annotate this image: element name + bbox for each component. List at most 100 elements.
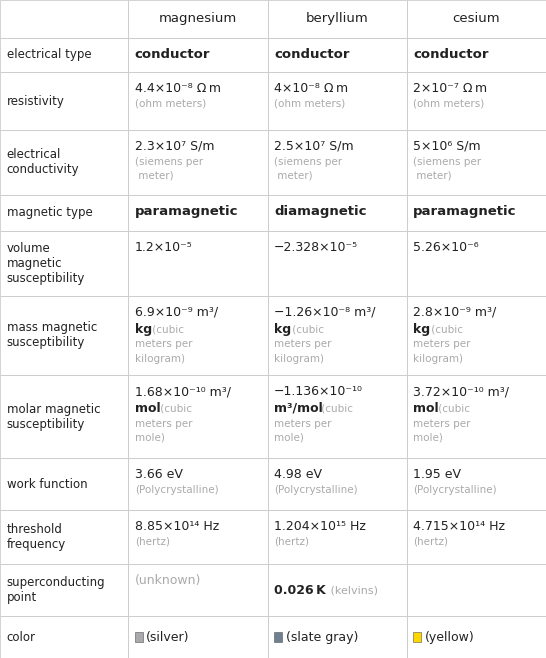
Bar <box>413 632 421 642</box>
Text: kg: kg <box>413 322 430 336</box>
Text: (hertz): (hertz) <box>135 537 170 547</box>
Text: (hertz): (hertz) <box>413 537 448 547</box>
Text: mole): mole) <box>135 433 165 443</box>
Text: 3.72×10⁻¹⁰ m³/: 3.72×10⁻¹⁰ m³/ <box>413 385 509 398</box>
Text: meter): meter) <box>274 170 313 181</box>
Text: 8.85×10¹⁴ Hz: 8.85×10¹⁴ Hz <box>135 520 219 533</box>
Bar <box>268 564 407 616</box>
Text: mole): mole) <box>274 433 304 443</box>
Bar <box>268 458 407 510</box>
Text: (yellow): (yellow) <box>425 630 474 644</box>
Text: magnesium: magnesium <box>159 13 237 25</box>
Bar <box>0 510 128 564</box>
Bar <box>268 231 407 296</box>
Text: kg: kg <box>274 322 291 336</box>
Text: kg: kg <box>135 322 152 336</box>
Text: 4.715×10¹⁴ Hz: 4.715×10¹⁴ Hz <box>413 520 505 533</box>
Text: meters per: meters per <box>274 419 331 429</box>
Bar <box>0 72 128 130</box>
Text: meter): meter) <box>135 170 174 181</box>
Text: 1.204×10¹⁵ Hz: 1.204×10¹⁵ Hz <box>274 520 366 533</box>
Text: 2×10⁻⁷ Ω m: 2×10⁻⁷ Ω m <box>413 82 488 95</box>
Text: conductor: conductor <box>135 48 210 61</box>
Text: 3.66 eV: 3.66 eV <box>135 468 183 481</box>
Bar <box>128 510 268 564</box>
Text: kilogram): kilogram) <box>274 353 324 364</box>
Bar <box>268 296 407 375</box>
Text: (cubic: (cubic <box>318 403 353 413</box>
Bar <box>407 72 546 130</box>
Text: meters per: meters per <box>413 340 471 349</box>
Bar <box>0 296 128 375</box>
Bar <box>0 616 128 658</box>
Bar <box>268 0 407 38</box>
Bar <box>0 564 128 616</box>
Bar <box>407 616 546 658</box>
Bar <box>268 72 407 130</box>
Text: 4.98 eV: 4.98 eV <box>274 468 322 481</box>
Bar <box>407 38 546 72</box>
Text: (cubic: (cubic <box>428 324 463 334</box>
Text: electrical
conductivity: electrical conductivity <box>7 148 79 176</box>
Text: 2.8×10⁻⁹ m³/: 2.8×10⁻⁹ m³/ <box>413 306 496 318</box>
Bar <box>407 564 546 616</box>
Bar <box>128 616 268 658</box>
Text: 2.3×10⁷ S/m: 2.3×10⁷ S/m <box>135 139 215 153</box>
Bar <box>0 458 128 510</box>
Bar <box>135 632 143 642</box>
Bar <box>128 72 268 130</box>
Text: (ohm meters): (ohm meters) <box>274 99 345 109</box>
Text: −1.26×10⁻⁸ m³/: −1.26×10⁻⁸ m³/ <box>274 306 376 318</box>
Text: color: color <box>7 630 35 644</box>
Text: paramagnetic: paramagnetic <box>413 205 517 218</box>
Text: 2.5×10⁷ S/m: 2.5×10⁷ S/m <box>274 139 354 153</box>
Text: 1.2×10⁻⁵: 1.2×10⁻⁵ <box>135 241 193 254</box>
Text: meter): meter) <box>413 170 452 181</box>
Text: m³/mol: m³/mol <box>274 402 323 415</box>
Bar <box>128 231 268 296</box>
Text: (cubic: (cubic <box>289 324 324 334</box>
Text: (Polycrystalline): (Polycrystalline) <box>274 485 358 495</box>
Text: mol: mol <box>135 402 161 415</box>
Bar <box>268 510 407 564</box>
Text: meters per: meters per <box>135 419 192 429</box>
Text: (siemens per: (siemens per <box>135 157 203 166</box>
Bar <box>128 375 268 458</box>
Text: 6.9×10⁻⁹ m³/: 6.9×10⁻⁹ m³/ <box>135 306 218 318</box>
Bar <box>407 0 546 38</box>
Text: (hertz): (hertz) <box>274 537 309 547</box>
Bar <box>407 195 546 231</box>
Text: magnetic type: magnetic type <box>7 207 92 219</box>
Bar <box>128 564 268 616</box>
Bar <box>128 0 268 38</box>
Bar <box>128 38 268 72</box>
Text: meters per: meters per <box>135 340 192 349</box>
Text: kilogram): kilogram) <box>135 353 185 364</box>
Bar <box>268 130 407 195</box>
Text: meters per: meters per <box>413 419 471 429</box>
Bar <box>128 458 268 510</box>
Text: 1.68×10⁻¹⁰ m³/: 1.68×10⁻¹⁰ m³/ <box>135 385 231 398</box>
Text: (cubic: (cubic <box>157 403 192 413</box>
Text: (kelvins): (kelvins) <box>327 585 378 595</box>
Text: beryllium: beryllium <box>306 13 369 25</box>
Text: kilogram): kilogram) <box>413 353 464 364</box>
Text: (cubic: (cubic <box>435 403 470 413</box>
Bar <box>268 375 407 458</box>
Text: (unknown): (unknown) <box>135 574 201 587</box>
Bar <box>0 375 128 458</box>
Text: work function: work function <box>7 478 87 491</box>
Text: cesium: cesium <box>453 13 500 25</box>
Bar <box>128 296 268 375</box>
Text: 5.26×10⁻⁶: 5.26×10⁻⁶ <box>413 241 479 254</box>
Text: superconducting
point: superconducting point <box>7 576 105 604</box>
Bar <box>407 130 546 195</box>
Text: mole): mole) <box>413 433 443 443</box>
Text: diamagnetic: diamagnetic <box>274 205 366 218</box>
Bar <box>274 632 282 642</box>
Bar <box>268 195 407 231</box>
Bar <box>0 38 128 72</box>
Text: (ohm meters): (ohm meters) <box>413 99 484 109</box>
Bar <box>268 38 407 72</box>
Bar <box>268 616 407 658</box>
